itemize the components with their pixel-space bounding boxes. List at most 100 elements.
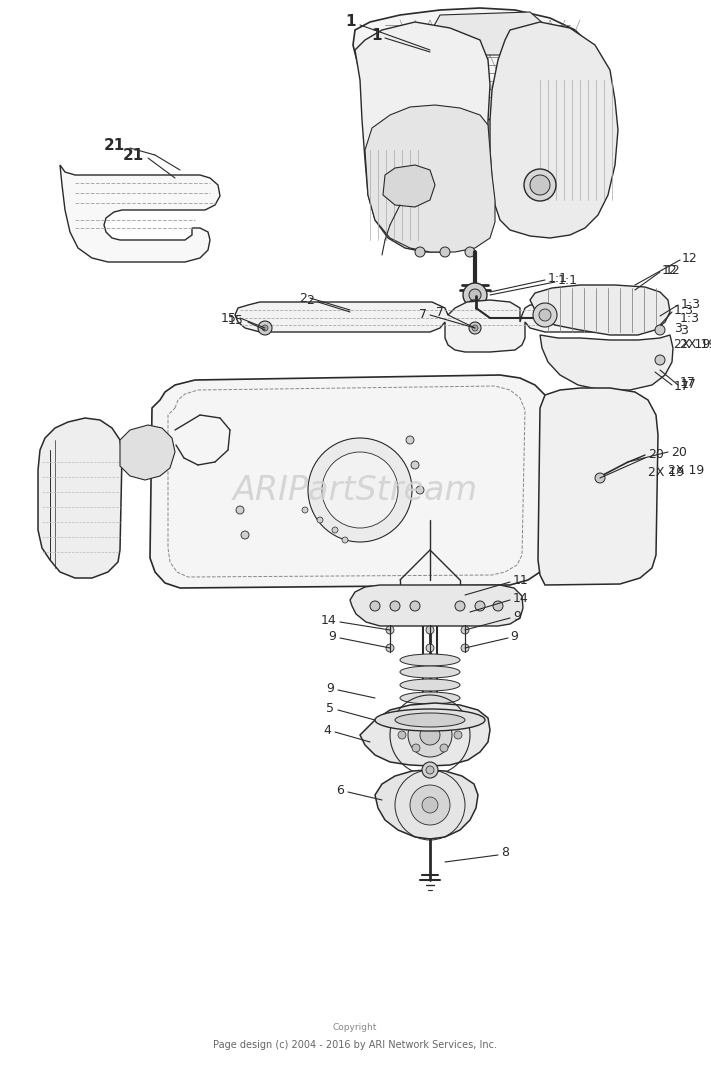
Ellipse shape bbox=[400, 654, 460, 666]
Text: 2X 19: 2X 19 bbox=[648, 466, 684, 479]
Ellipse shape bbox=[375, 709, 485, 731]
Circle shape bbox=[332, 527, 338, 533]
Text: 12: 12 bbox=[662, 263, 678, 276]
Text: 1: 1 bbox=[346, 15, 356, 30]
Text: 9: 9 bbox=[513, 609, 521, 622]
Circle shape bbox=[410, 601, 420, 610]
Text: 6: 6 bbox=[336, 784, 344, 797]
Text: 21: 21 bbox=[123, 148, 144, 163]
Circle shape bbox=[440, 744, 448, 752]
Text: 7: 7 bbox=[436, 306, 444, 319]
Text: 15: 15 bbox=[221, 312, 237, 325]
Text: 4: 4 bbox=[323, 724, 331, 737]
Circle shape bbox=[386, 627, 394, 634]
Circle shape bbox=[465, 300, 485, 320]
Text: 5: 5 bbox=[326, 702, 334, 714]
Circle shape bbox=[398, 731, 406, 739]
Text: 1:3: 1:3 bbox=[681, 299, 701, 312]
Text: 20: 20 bbox=[671, 446, 687, 458]
Text: 1:1: 1:1 bbox=[558, 273, 578, 287]
Text: 1: 1 bbox=[372, 28, 382, 43]
Text: 17: 17 bbox=[680, 377, 696, 390]
Circle shape bbox=[426, 627, 434, 634]
Circle shape bbox=[440, 718, 448, 726]
Circle shape bbox=[463, 283, 487, 307]
Circle shape bbox=[493, 601, 503, 610]
Polygon shape bbox=[150, 375, 548, 588]
Circle shape bbox=[412, 718, 420, 726]
Circle shape bbox=[422, 797, 438, 813]
Circle shape bbox=[322, 452, 398, 528]
Text: 3: 3 bbox=[680, 323, 688, 336]
Polygon shape bbox=[353, 7, 595, 120]
Circle shape bbox=[426, 644, 434, 652]
Bar bbox=[298, 446, 353, 468]
Circle shape bbox=[524, 169, 556, 201]
Text: 12: 12 bbox=[682, 252, 697, 265]
Circle shape bbox=[595, 473, 605, 483]
Circle shape bbox=[533, 303, 557, 327]
Ellipse shape bbox=[400, 679, 460, 691]
Circle shape bbox=[410, 785, 450, 825]
Text: 1:3: 1:3 bbox=[680, 312, 700, 325]
Polygon shape bbox=[538, 388, 658, 585]
Text: 1:3: 1:3 bbox=[674, 303, 694, 317]
Ellipse shape bbox=[400, 692, 460, 704]
Text: 2X 19: 2X 19 bbox=[668, 464, 705, 477]
Polygon shape bbox=[60, 165, 220, 262]
Text: 1:1: 1:1 bbox=[548, 272, 568, 285]
Circle shape bbox=[262, 325, 268, 331]
Text: 14: 14 bbox=[320, 614, 336, 627]
Text: 2: 2 bbox=[306, 293, 314, 306]
Circle shape bbox=[472, 325, 478, 331]
Circle shape bbox=[390, 601, 400, 610]
Polygon shape bbox=[38, 418, 122, 578]
Text: 9: 9 bbox=[510, 630, 518, 643]
Text: 17: 17 bbox=[681, 378, 697, 392]
Text: 9: 9 bbox=[328, 630, 336, 643]
Text: 2X 19: 2X 19 bbox=[680, 338, 711, 351]
Polygon shape bbox=[383, 165, 435, 207]
Circle shape bbox=[426, 766, 434, 774]
Polygon shape bbox=[540, 335, 673, 390]
Polygon shape bbox=[425, 12, 545, 55]
Circle shape bbox=[308, 438, 412, 542]
Polygon shape bbox=[350, 585, 523, 627]
Circle shape bbox=[411, 461, 419, 469]
Circle shape bbox=[461, 627, 469, 634]
Polygon shape bbox=[490, 22, 618, 238]
Text: Copyright: Copyright bbox=[333, 1024, 378, 1032]
Polygon shape bbox=[235, 300, 652, 352]
Text: 2: 2 bbox=[299, 291, 307, 304]
Text: 9: 9 bbox=[326, 681, 334, 694]
Circle shape bbox=[317, 517, 323, 523]
Text: 15: 15 bbox=[228, 314, 244, 327]
Text: 20: 20 bbox=[648, 449, 664, 462]
Circle shape bbox=[539, 310, 551, 321]
Polygon shape bbox=[360, 703, 490, 766]
Polygon shape bbox=[530, 285, 670, 335]
Circle shape bbox=[465, 247, 475, 257]
Circle shape bbox=[420, 725, 440, 745]
Text: 12: 12 bbox=[665, 263, 680, 276]
Text: 11: 11 bbox=[513, 573, 529, 587]
Circle shape bbox=[370, 601, 380, 610]
Polygon shape bbox=[375, 770, 478, 839]
Circle shape bbox=[258, 321, 272, 335]
Text: Page design (c) 2004 - 2016 by ARI Network Services, Inc.: Page design (c) 2004 - 2016 by ARI Netwo… bbox=[213, 1040, 497, 1050]
Text: 2X 19: 2X 19 bbox=[674, 338, 710, 351]
Text: 17: 17 bbox=[674, 380, 690, 393]
Text: 7: 7 bbox=[419, 308, 427, 321]
Circle shape bbox=[412, 744, 420, 752]
Circle shape bbox=[386, 644, 394, 652]
Circle shape bbox=[236, 506, 244, 514]
Polygon shape bbox=[120, 425, 175, 480]
Circle shape bbox=[469, 322, 481, 334]
Circle shape bbox=[406, 436, 414, 444]
Text: 8: 8 bbox=[501, 846, 509, 860]
Circle shape bbox=[454, 731, 462, 739]
Circle shape bbox=[655, 325, 665, 335]
Circle shape bbox=[415, 247, 425, 257]
Text: 3: 3 bbox=[674, 321, 682, 334]
Circle shape bbox=[655, 355, 665, 365]
